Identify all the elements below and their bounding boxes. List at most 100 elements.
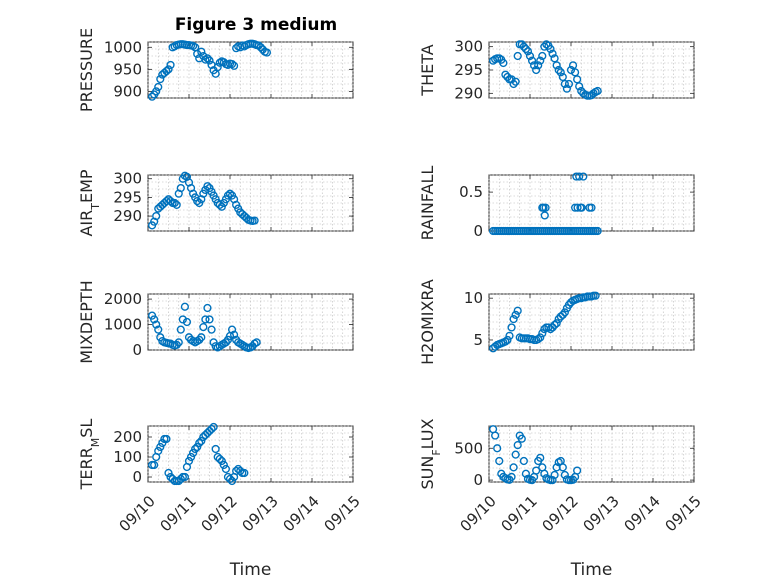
data-point (150, 460, 159, 470)
subplot-6: 5 10 H2OMIXRA (418, 279, 695, 365)
data-point (536, 333, 545, 342)
data-point (209, 422, 218, 432)
data-point (156, 74, 165, 84)
data-point (570, 68, 580, 77)
y-tick-label: 1000 (104, 38, 142, 56)
x-tick-label: 09/14 (279, 492, 322, 535)
data-point (174, 338, 183, 347)
data-point (236, 466, 245, 476)
data-point (205, 56, 214, 65)
x-tick-label: 09/11 (497, 492, 540, 535)
data-point (217, 456, 226, 466)
data-point (550, 54, 559, 63)
data-point (587, 203, 596, 212)
data-point (170, 198, 179, 208)
data-point (150, 315, 159, 324)
x-axis-label: Time (570, 560, 613, 580)
data-point (525, 51, 535, 61)
x-tick-label: 09/13 (579, 492, 622, 535)
data-point (593, 226, 602, 236)
data-point (152, 87, 161, 96)
data-point (517, 434, 526, 443)
data-point (225, 474, 235, 484)
data-point (197, 47, 206, 56)
data-point (579, 172, 588, 181)
data-point (519, 456, 528, 466)
y-tick-label: 0.5 (459, 183, 483, 201)
data-point (509, 79, 518, 89)
data-point (256, 43, 265, 52)
data-point (532, 65, 541, 75)
y-tick-label: 300 (113, 170, 142, 188)
y-tick-label: 0 (473, 471, 483, 489)
data-point (556, 312, 565, 321)
data-point (556, 68, 565, 77)
data-point (219, 460, 228, 470)
x-axis-label: Time (229, 560, 272, 580)
data-point (193, 442, 202, 452)
data-point (225, 189, 235, 198)
data-point (230, 61, 239, 70)
data-point (191, 444, 200, 454)
data-point (197, 436, 206, 446)
data-point (503, 335, 512, 345)
data-point (560, 308, 569, 317)
data-point (227, 325, 237, 334)
y-axis-label: SUNFLUX (418, 418, 443, 489)
x-tick-label: 09/10 (115, 492, 158, 535)
data-point (534, 61, 543, 70)
data-point (529, 61, 539, 70)
data-point (513, 440, 522, 450)
y-tick-label: 300 (454, 38, 483, 56)
data-point (495, 456, 504, 466)
data-point (501, 337, 510, 346)
y-tick-label: 0 (473, 222, 483, 240)
y-axis-label: PRESSURE (77, 28, 96, 112)
data-point (164, 468, 173, 478)
data-point (182, 317, 192, 327)
data-point (176, 183, 185, 193)
data-point (552, 319, 561, 328)
data-point (527, 56, 537, 65)
data-point (221, 464, 231, 474)
y-axis-label: MIXDEPTH (77, 280, 96, 363)
data-point (536, 56, 545, 65)
data-point (203, 54, 212, 63)
y-tick-label: 950 (113, 60, 142, 78)
data-point (538, 51, 547, 61)
y-tick-label: 100 (113, 448, 142, 466)
data-point (223, 191, 233, 200)
data-point (189, 448, 198, 458)
data-point (211, 444, 220, 454)
data-point (548, 49, 557, 58)
data-point (538, 329, 547, 338)
y-tick-label: 295 (454, 61, 483, 79)
data-point (564, 79, 574, 89)
data-point (546, 325, 555, 334)
data-point (162, 434, 171, 444)
x-tick-label: 09/12 (197, 492, 240, 535)
data-point (207, 325, 216, 334)
data-point (501, 70, 510, 79)
data-point (577, 203, 586, 212)
data-point (227, 59, 237, 69)
data-point (566, 298, 576, 307)
data-point (186, 452, 196, 462)
data-point (573, 75, 582, 84)
data-point (550, 320, 559, 330)
data-point (521, 469, 531, 478)
data-point (507, 323, 516, 332)
data-point (193, 197, 202, 206)
data-point (195, 438, 204, 448)
data-point (573, 203, 582, 212)
data-point (154, 82, 163, 92)
y-tick-label: 290 (454, 84, 483, 102)
data-point (199, 322, 208, 332)
data-point (541, 203, 550, 212)
data-point (491, 342, 500, 351)
data-point (203, 182, 212, 191)
data-point (552, 61, 561, 70)
y-axis-label: THETA (418, 44, 437, 96)
